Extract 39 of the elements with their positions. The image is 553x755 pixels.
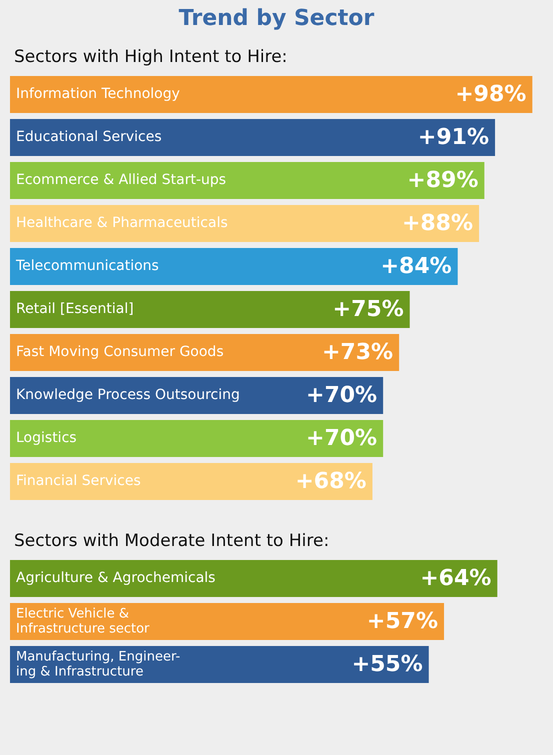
bar <box>10 334 400 371</box>
bar <box>10 119 496 156</box>
y-tick-label: Agriculture & Agrochemicals <box>16 570 216 586</box>
bar <box>10 420 384 457</box>
data-label: +73% <box>322 340 394 366</box>
data-label: +70% <box>306 426 378 452</box>
data-label: +98% <box>455 82 526 108</box>
y-tick-label: Fast Moving Consumer Goods <box>16 344 224 360</box>
data-label: +84% <box>380 254 452 280</box>
data-label: +64% <box>420 566 492 592</box>
y-tick-label: Logistics <box>16 430 77 446</box>
bar <box>10 162 484 199</box>
data-label: +55% <box>352 652 423 678</box>
y-tick-label: Retail [Essential] <box>16 301 134 318</box>
y-tick-label: Educational Services <box>16 129 162 146</box>
y-tick-label: Healthcare & Pharmaceuticals <box>16 215 228 232</box>
data-label: +57% <box>366 609 438 634</box>
chart-title: Trend by Sector <box>178 6 376 31</box>
bar <box>10 291 410 328</box>
chart-subtitle: Sectors with High Intent to Hire: <box>13 47 288 67</box>
y-tick-label: Knowledge Process Outsourcing <box>16 387 240 404</box>
data-label: +89% <box>407 168 478 194</box>
data-label: +75% <box>332 297 404 322</box>
y-tick-label: Information Technology <box>16 86 180 102</box>
data-label: +91% <box>418 125 490 150</box>
bar <box>10 76 532 113</box>
data-label: +70% <box>306 383 378 408</box>
y-tick-label: Manufacturing, Engineer- ing & Infrastructure <box>16 649 180 680</box>
y-tick-label: Telecommunications <box>15 258 159 274</box>
bar <box>10 377 384 414</box>
y-tick-label: Electric Vehicle & Infrastructure sector <box>16 606 150 636</box>
y-tick-label: Ecommerce & Allied Start-ups <box>16 172 226 188</box>
bar <box>10 205 480 242</box>
data-label: +88% <box>402 211 474 236</box>
data-label: +68% <box>295 469 366 494</box>
chart-subtitle: Sectors with Moderate Intent to Hire: <box>13 531 330 551</box>
bar <box>10 463 372 500</box>
y-tick-label: Financial Services <box>16 473 141 490</box>
bar <box>10 248 458 285</box>
